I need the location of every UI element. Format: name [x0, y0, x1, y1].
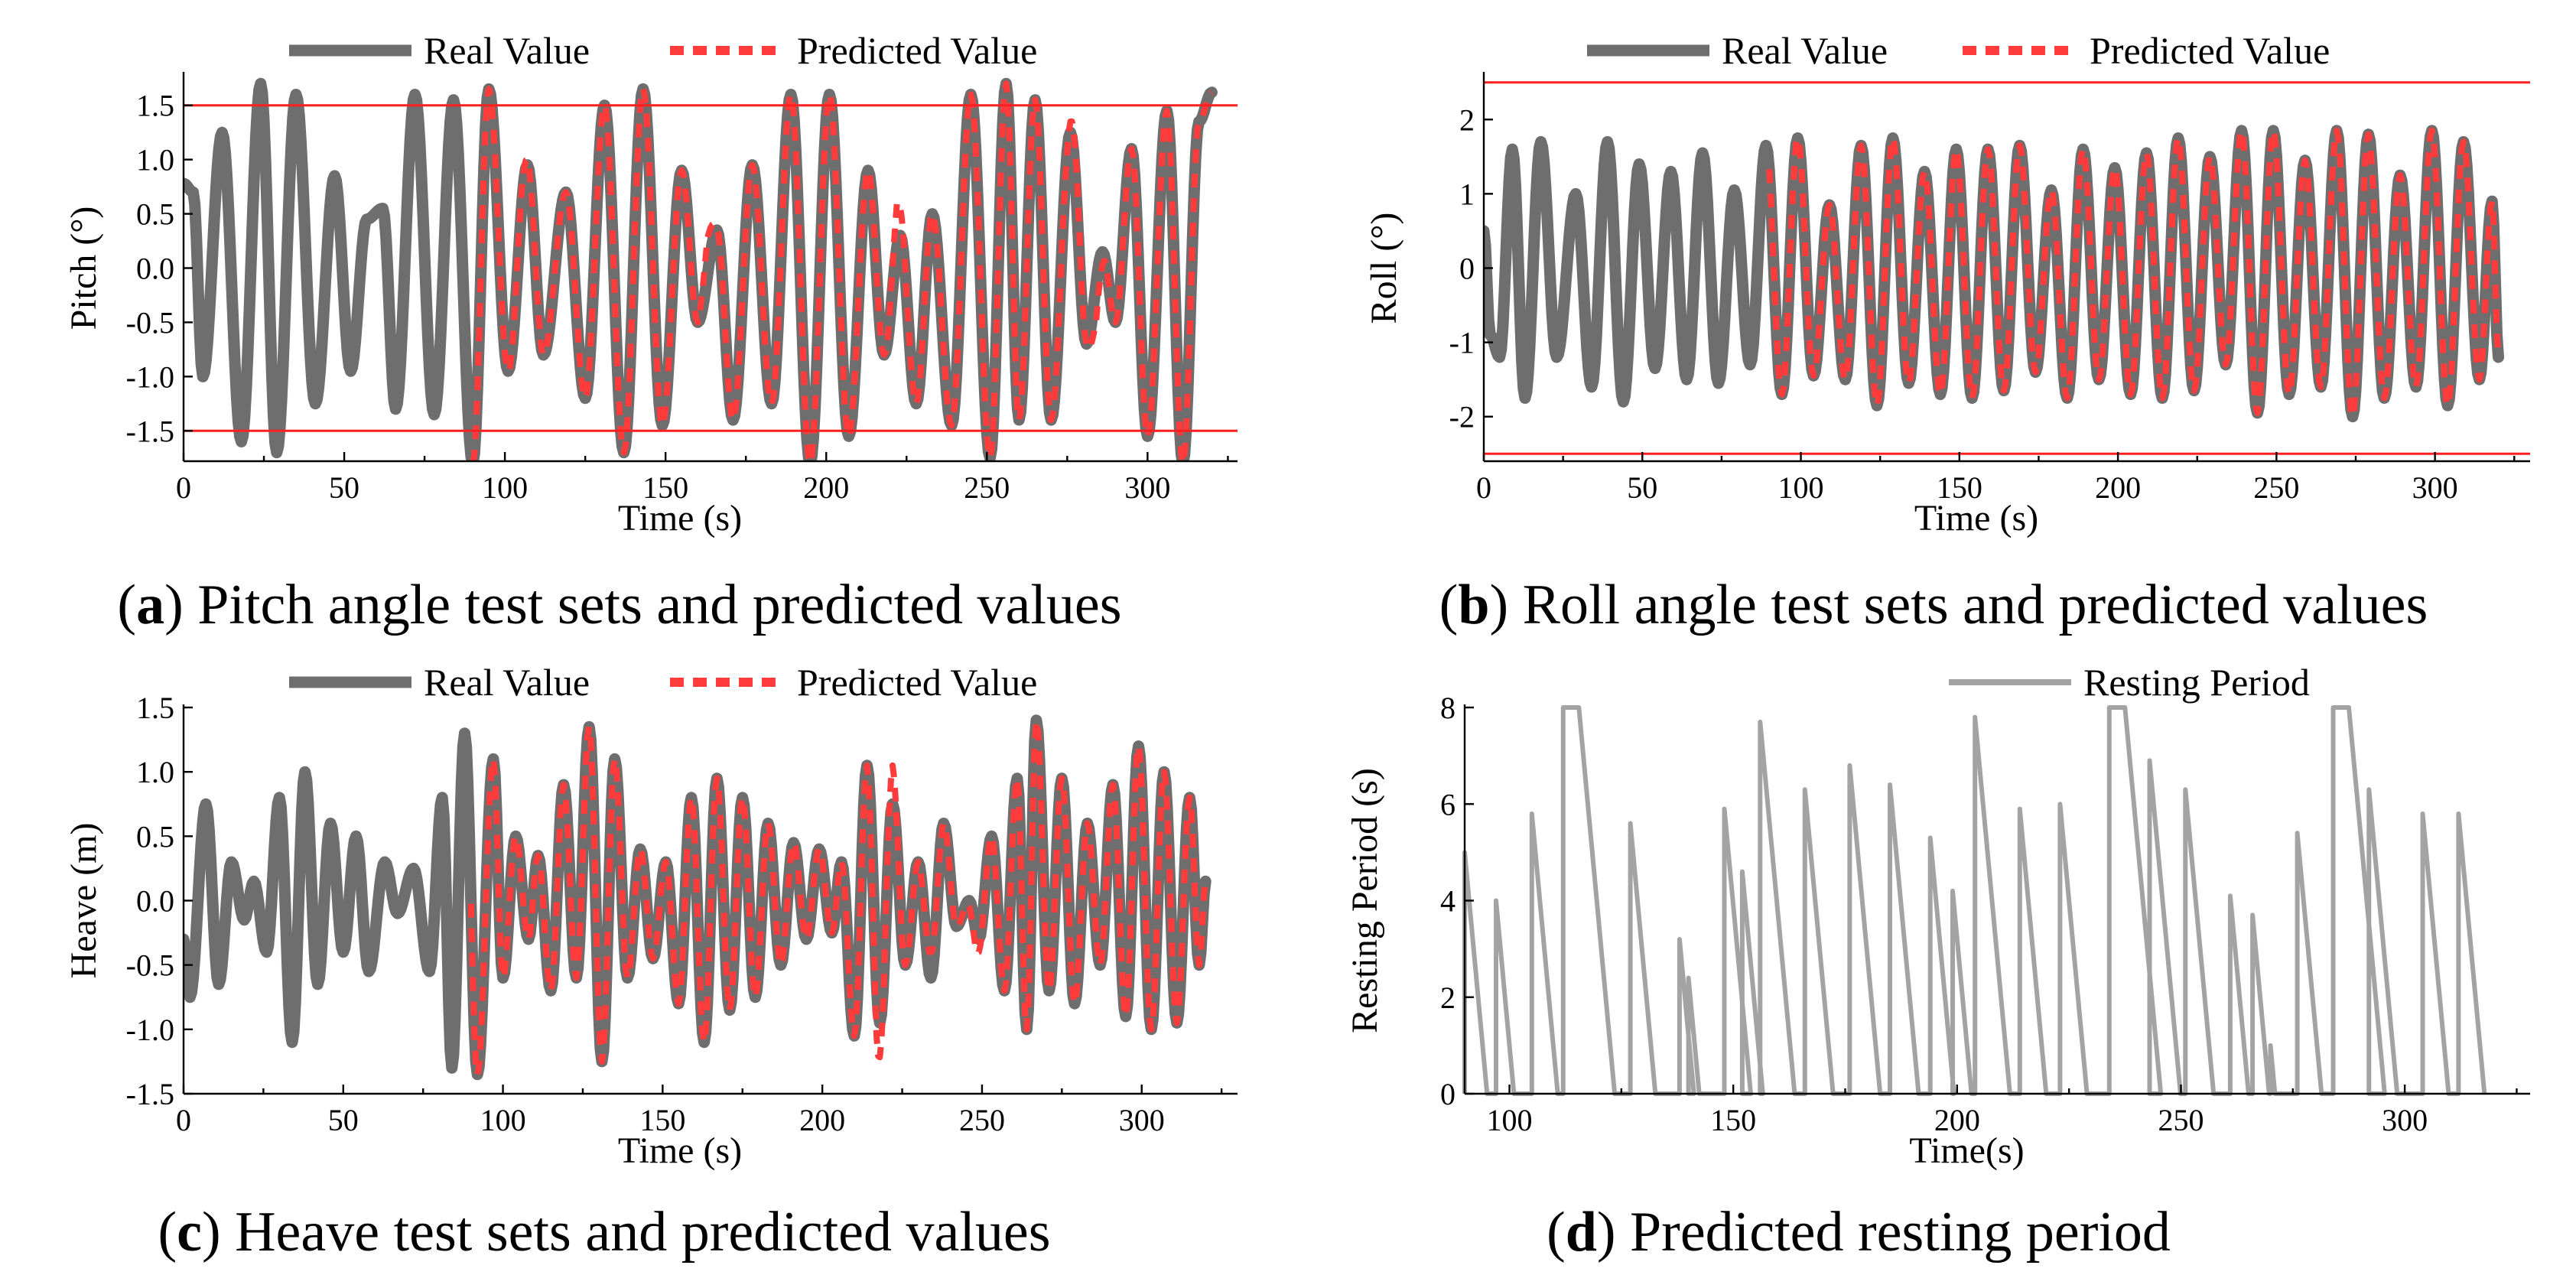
caption-d: (d) Predicted resting period	[1547, 1201, 2171, 1264]
legend-real-label: Real Value	[424, 661, 590, 704]
x-tick-label: 100	[1487, 1103, 1533, 1137]
x-tick-label: 50	[329, 470, 359, 505]
x-tick-label: 250	[964, 470, 1010, 505]
caption-a: (a) Pitch angle test sets and predicted …	[117, 574, 1121, 636]
legend-pred-label: Predicted Value	[2090, 29, 2330, 72]
x-tick-label: 150	[1937, 470, 1982, 505]
x-tick-label: 250	[2253, 470, 2299, 505]
x-tick-label: 200	[1934, 1103, 1980, 1137]
x-tick-label: 300	[1124, 470, 1170, 505]
x-tick-label: 300	[1119, 1103, 1165, 1137]
y-axis-label: Resting Period (s)	[1345, 768, 1385, 1033]
y-tick-label: 0.0	[136, 252, 174, 286]
x-tick-label: 250	[959, 1103, 1005, 1137]
x-tick-label: 50	[1627, 470, 1657, 505]
y-tick-label: 0	[1440, 1077, 1456, 1111]
y-tick-label: 2	[1440, 981, 1456, 1015]
legend-d: Resting Period	[1949, 661, 2310, 704]
x-tick-label: 150	[642, 470, 688, 505]
legend-a: Real Value Predicted Value	[289, 29, 1037, 72]
plot-area-d: 100 150 200 250 300 0 2 4 6 8 Time(s) Resting Perio…	[1345, 691, 2530, 1171]
y-tick-label: 0.5	[136, 197, 174, 232]
x-tick-label: 200	[799, 1103, 845, 1137]
panel-c: Real Value Predicted Value 0 50 100 150 200 2…	[63, 661, 1238, 1264]
x-tick-label: 200	[803, 470, 849, 505]
y-axis-label: Roll (°)	[1364, 213, 1404, 324]
y-tick-label: 0.5	[136, 819, 174, 854]
plot-area-c: 0 50 100 150 200 250 300 -1.5 -1.0 -0.5 0.0 0.5 1.0 1…	[63, 691, 1238, 1171]
x-tick-label: 250	[2158, 1103, 2204, 1137]
predicted-value-line	[1766, 127, 2502, 420]
y-tick-label: 2	[1459, 102, 1475, 137]
y-tick-label: 4	[1440, 884, 1456, 919]
y-tick-label: 1.0	[136, 755, 174, 789]
y-tick-label: -1.5	[126, 1077, 174, 1111]
x-tick-label: 150	[639, 1103, 685, 1137]
y-tick-label: -0.5	[126, 948, 174, 983]
y-tick-label: -2	[1449, 400, 1475, 434]
y-tick-label: 1	[1459, 177, 1475, 211]
legend-real-label: Real Value	[1722, 29, 1888, 72]
panel-a: Real Value Predicted Value 0 50 100 150 200 2…	[63, 29, 1238, 636]
panel-d: Resting Period 100 150 200 250 300 0 2 4 6 8 Time(…	[1345, 661, 2530, 1264]
panel-b: Real Value Predicted Value 0 50 100 150 200 2…	[1364, 29, 2530, 636]
y-tick-label: -1	[1449, 326, 1475, 360]
y-tick-label: -1.0	[126, 1013, 174, 1047]
y-tick-label: 0	[1459, 252, 1475, 286]
x-tick-label: 100	[1778, 470, 1824, 505]
y-tick-label: 8	[1440, 691, 1456, 725]
plot-area-a: 0 50 100 150 200 250 300 -1.5 -1.0 -0.5 0.0 0.5 1.0 1…	[63, 72, 1238, 538]
resting-period-line	[1462, 705, 2487, 1096]
y-tick-label: 1.0	[136, 143, 174, 177]
y-axis-label: Pitch (°)	[63, 207, 104, 330]
y-tick-label: 1.5	[136, 691, 174, 725]
x-tick-label: 0	[1476, 470, 1491, 505]
x-axis-label: Time (s)	[618, 498, 742, 538]
x-tick-label: 200	[2095, 470, 2141, 505]
x-tick-label: 150	[1710, 1103, 1756, 1137]
real-value-line	[184, 714, 1212, 1081]
y-tick-label: -1.0	[126, 359, 174, 394]
x-axis-label: Time(s)	[1909, 1130, 2024, 1171]
x-tick-label: 100	[482, 470, 528, 505]
series-group	[1484, 125, 2504, 423]
real-value-line	[184, 77, 1218, 461]
y-tick-label: 0.0	[136, 884, 174, 919]
x-tick-label: 300	[2382, 1103, 2428, 1137]
x-tick-label: 300	[2412, 470, 2458, 505]
y-tick-label: -1.5	[126, 414, 174, 448]
x-axis-label: Time (s)	[1914, 498, 2038, 538]
y-tick-label: 6	[1440, 787, 1456, 821]
caption-b: (b) Roll angle test sets and predicted v…	[1439, 574, 2428, 636]
legend-c: Real Value Predicted Value	[289, 661, 1037, 704]
y-axis-label: Heave (m)	[63, 823, 104, 979]
plot-area-b: 0 50 100 150 200 250 300 -2 -1 0 1 2 Time (s) Roll (°…	[1364, 72, 2530, 538]
caption-c: (c) Heave test sets and predicted values	[158, 1201, 1050, 1264]
series-group	[184, 714, 1212, 1081]
y-tick-label: -0.5	[126, 305, 174, 340]
legend-pred-label: Predicted Value	[797, 29, 1037, 72]
legend-real-label: Real Value	[424, 29, 590, 72]
y-tick-label: 1.5	[136, 89, 174, 123]
x-tick-label: 100	[480, 1103, 526, 1137]
x-tick-label: 0	[176, 470, 191, 505]
legend-rest-label: Resting Period	[2083, 661, 2310, 704]
x-tick-label: 50	[328, 1103, 359, 1137]
series-group	[184, 77, 1218, 461]
x-axis-label: Time (s)	[618, 1130, 742, 1171]
predicted-value-line	[467, 717, 1209, 1078]
legend-b: Real Value Predicted Value	[1587, 29, 2330, 72]
predicted-value-line	[470, 80, 1214, 461]
x-tick-label: 0	[176, 1103, 191, 1137]
legend-pred-label: Predicted Value	[797, 661, 1037, 704]
